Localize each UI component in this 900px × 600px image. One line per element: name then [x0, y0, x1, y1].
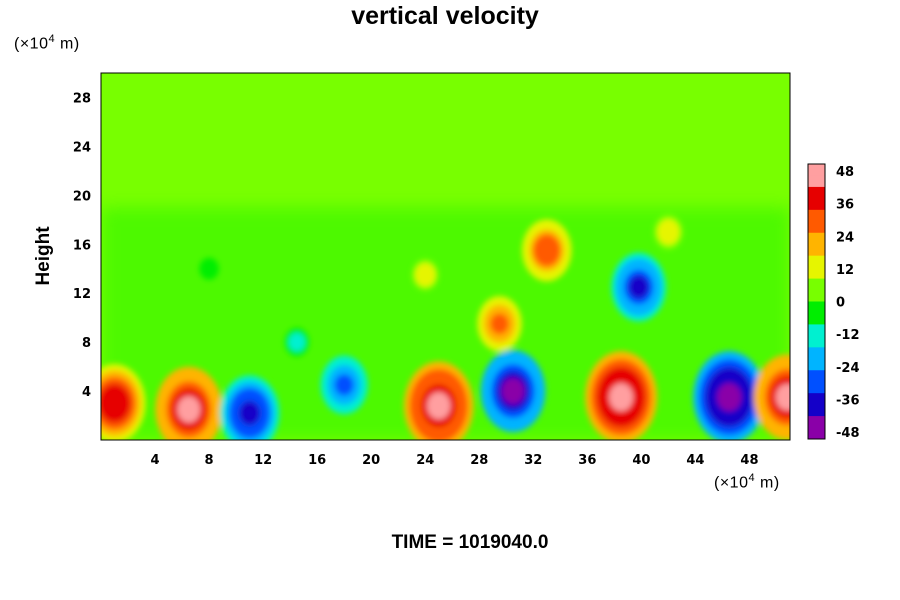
colorbar-band — [808, 198, 825, 211]
field-feature — [653, 214, 684, 250]
colorbar-tick-label: -48 — [836, 426, 860, 441]
y-tick-label: 16 — [73, 238, 91, 253]
field-feature — [477, 296, 522, 352]
colorbar-tick-label: 36 — [836, 198, 854, 213]
y-tick-label: 4 — [82, 385, 91, 400]
colorbar-band — [808, 381, 825, 394]
colorbar-band — [808, 186, 825, 199]
chart-title: vertical velocity — [351, 2, 539, 30]
field-feature — [693, 351, 766, 440]
y-unit-suffix: m) — [55, 35, 80, 53]
field-feature — [480, 350, 546, 433]
x-tick-label: 28 — [470, 453, 488, 468]
colorbar-band — [808, 175, 825, 188]
field-feature — [284, 327, 310, 357]
plot-frame — [100, 72, 791, 441]
y-tick-label: 28 — [73, 91, 91, 106]
colorbar: 48 36 24 12 0 -12 -24 -36 -48 — [807, 163, 860, 441]
colorbar-band — [808, 404, 825, 417]
colorbar-band — [808, 312, 825, 325]
field-feature — [611, 252, 666, 322]
x-unit-prefix: (×10 — [714, 474, 749, 492]
colorbar-band — [808, 324, 825, 337]
colorbar-band — [808, 244, 825, 257]
y-tick-label: 24 — [73, 140, 91, 155]
field-feature — [101, 363, 146, 440]
field-feature — [219, 375, 280, 440]
colorbar-band — [808, 209, 825, 222]
x-axis-unit: (×104 m) — [714, 472, 780, 492]
field-feature — [155, 366, 223, 440]
colorbar-tick-label: -24 — [836, 361, 860, 376]
x-unit-suffix: m) — [755, 474, 780, 492]
y-tick-label: 12 — [73, 287, 91, 302]
colorbar-band — [808, 416, 825, 429]
colorbar-band — [808, 221, 825, 234]
colorbar-band — [808, 267, 825, 280]
field-feature — [320, 355, 368, 415]
colorbar-band — [808, 335, 825, 348]
y-axis-ticks: 4 8 12 16 20 24 28 — [73, 91, 91, 400]
colorbar-band — [808, 370, 825, 383]
time-label: TIME = 1019040.0 — [391, 532, 549, 553]
x-unit-exponent: 4 — [748, 472, 756, 484]
colorbar-band — [808, 427, 825, 440]
colorbar-band — [808, 290, 825, 302]
colorbar-band — [808, 358, 825, 371]
colorbar-tick-label: 48 — [836, 165, 854, 180]
x-tick-label: 8 — [205, 453, 214, 468]
field-feature — [585, 351, 658, 440]
colorbar-band — [808, 393, 825, 406]
y-unit-exponent: 4 — [48, 33, 56, 45]
x-tick-label: 16 — [308, 453, 326, 468]
colorbar-tick-label: 12 — [836, 263, 854, 278]
x-tick-label: 48 — [740, 453, 758, 468]
x-tick-label: 32 — [524, 453, 542, 468]
x-axis-ticks: 4 8 12 16 20 24 28 32 36 40 44 48 — [151, 453, 759, 468]
field-feature — [753, 354, 790, 440]
field-feature — [522, 219, 572, 282]
y-tick-label: 8 — [82, 336, 91, 351]
y-unit-prefix: (×10 — [14, 35, 49, 53]
colorbar-tick-label: 0 — [836, 296, 845, 311]
colorbar-band — [808, 347, 825, 360]
colorbar-band — [808, 301, 825, 314]
colorbar-band — [808, 255, 825, 268]
colorbar-band — [808, 232, 825, 245]
colorbar-band — [808, 278, 825, 291]
colorbar-frame — [807, 163, 826, 440]
velocity-field — [101, 73, 790, 440]
x-tick-label: 40 — [632, 453, 650, 468]
colorbar-tick-label: -12 — [836, 328, 860, 343]
field-feature — [404, 361, 474, 440]
colorbar-tick-label: 24 — [836, 230, 854, 245]
y-axis-unit: (×104 m) — [14, 33, 80, 53]
x-tick-label: 20 — [362, 453, 380, 468]
y-tick-label: 20 — [73, 189, 91, 204]
x-tick-label: 44 — [686, 453, 704, 468]
colorbar-band — [808, 164, 825, 176]
x-tick-label: 36 — [578, 453, 596, 468]
colorbar-tick-label: -36 — [836, 393, 860, 408]
x-tick-label: 24 — [416, 453, 434, 468]
x-tick-label: 4 — [151, 453, 160, 468]
x-tick-label: 12 — [254, 453, 272, 468]
field-feature — [411, 258, 439, 291]
field-feature — [199, 257, 219, 280]
